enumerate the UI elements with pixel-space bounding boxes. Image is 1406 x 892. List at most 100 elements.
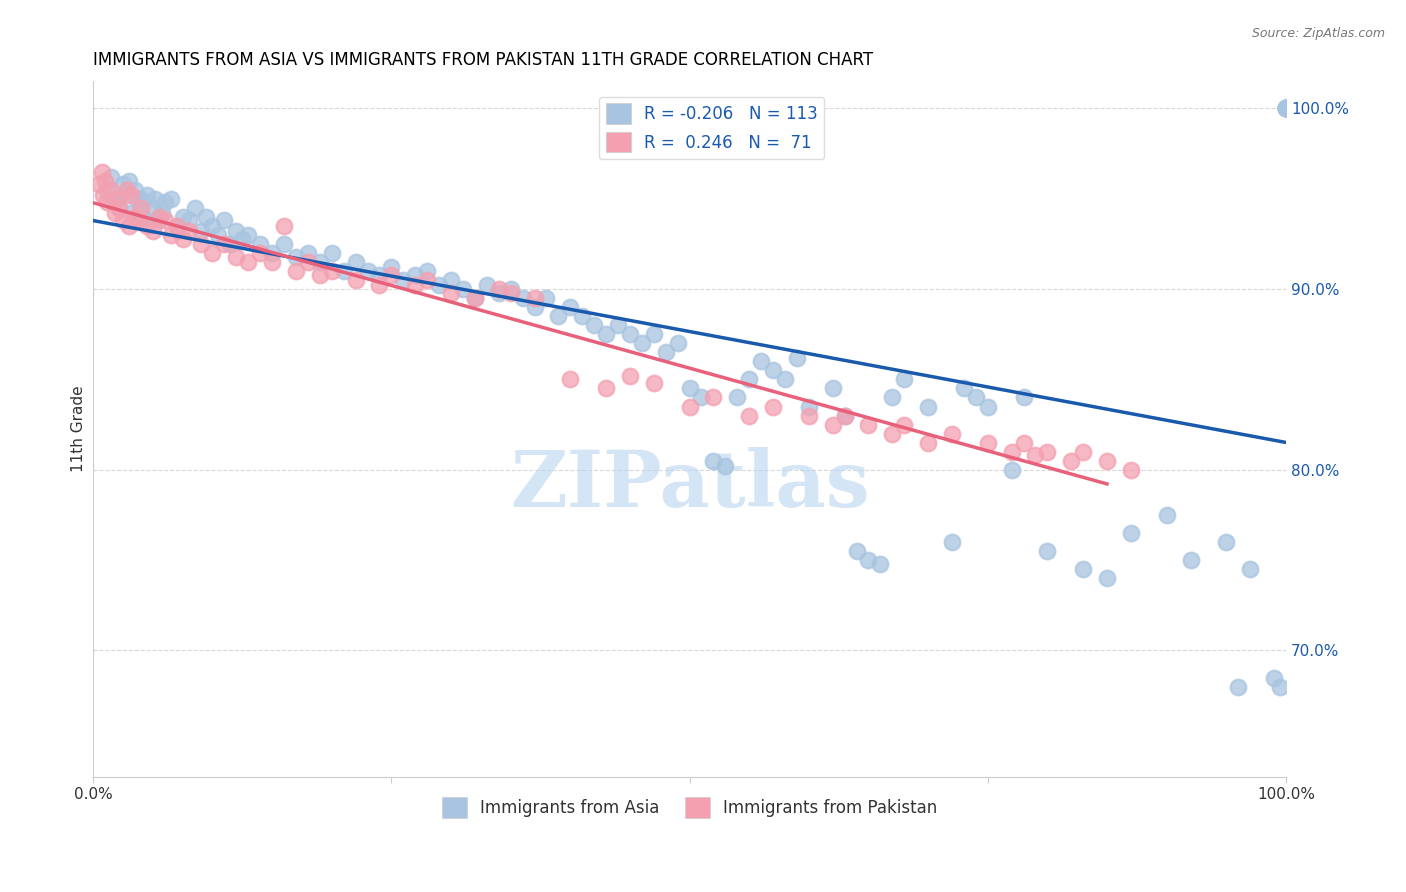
Point xyxy=(108,201,131,215)
Point xyxy=(595,381,617,395)
Point xyxy=(153,195,176,210)
Point xyxy=(1275,102,1298,116)
Point xyxy=(1227,680,1250,694)
Point xyxy=(148,210,170,224)
Point xyxy=(1036,544,1059,558)
Point xyxy=(440,273,463,287)
Point xyxy=(207,227,229,242)
Point xyxy=(380,260,402,275)
Point xyxy=(128,195,150,210)
Point xyxy=(201,246,224,260)
Point xyxy=(344,255,367,269)
Point xyxy=(225,224,247,238)
Point xyxy=(1024,448,1046,462)
Point xyxy=(523,291,546,305)
Point xyxy=(105,192,128,206)
Point xyxy=(451,282,474,296)
Point xyxy=(690,391,713,405)
Point xyxy=(148,213,170,227)
Point xyxy=(882,391,904,405)
Point xyxy=(100,170,122,185)
Point xyxy=(499,282,522,296)
Point xyxy=(135,219,157,233)
Point xyxy=(132,210,155,224)
Point xyxy=(749,354,772,368)
Point xyxy=(427,278,450,293)
Point xyxy=(821,417,844,432)
Point xyxy=(249,246,271,260)
Point xyxy=(821,381,844,395)
Point xyxy=(786,351,808,365)
Point xyxy=(1215,535,1237,549)
Point xyxy=(118,219,141,233)
Point xyxy=(1156,508,1178,522)
Point xyxy=(725,391,748,405)
Point xyxy=(512,291,534,305)
Point xyxy=(464,291,486,305)
Point xyxy=(183,201,205,215)
Point xyxy=(96,195,118,210)
Point xyxy=(90,164,112,178)
Point xyxy=(595,327,617,342)
Point xyxy=(308,268,330,282)
Point xyxy=(464,291,486,305)
Point xyxy=(917,400,939,414)
Point xyxy=(321,246,343,260)
Point xyxy=(1119,463,1142,477)
Point xyxy=(702,391,724,405)
Point xyxy=(1239,562,1261,576)
Point xyxy=(845,544,868,558)
Point xyxy=(977,435,1000,450)
Point xyxy=(1095,571,1118,585)
Point xyxy=(1095,454,1118,468)
Point xyxy=(159,192,181,206)
Point xyxy=(475,278,498,293)
Point xyxy=(201,219,224,233)
Point xyxy=(94,174,117,188)
Point xyxy=(111,178,134,192)
Point xyxy=(977,400,1000,414)
Point xyxy=(273,219,295,233)
Point xyxy=(128,213,150,227)
Point xyxy=(249,236,271,251)
Point xyxy=(368,268,391,282)
Point xyxy=(893,417,915,432)
Point xyxy=(124,210,146,224)
Point xyxy=(631,336,654,351)
Point xyxy=(368,278,391,293)
Point xyxy=(762,363,785,377)
Point xyxy=(129,192,152,206)
Point xyxy=(1275,102,1298,116)
Point xyxy=(869,557,891,571)
Point xyxy=(135,188,157,202)
Point xyxy=(714,459,737,474)
Point xyxy=(238,255,260,269)
Point xyxy=(1012,391,1035,405)
Point xyxy=(231,231,253,245)
Point xyxy=(219,236,242,251)
Point xyxy=(195,210,218,224)
Point xyxy=(177,224,200,238)
Point xyxy=(834,409,856,423)
Point xyxy=(115,188,138,202)
Point xyxy=(332,264,354,278)
Point xyxy=(1036,444,1059,458)
Point xyxy=(225,250,247,264)
Point xyxy=(124,183,146,197)
Point xyxy=(416,264,439,278)
Point xyxy=(262,246,284,260)
Point xyxy=(96,183,118,197)
Point xyxy=(273,236,295,251)
Point xyxy=(89,178,111,192)
Point xyxy=(262,255,284,269)
Point xyxy=(643,327,665,342)
Point xyxy=(654,345,676,359)
Point xyxy=(571,309,593,323)
Point xyxy=(834,409,856,423)
Point xyxy=(308,255,330,269)
Text: IMMIGRANTS FROM ASIA VS IMMIGRANTS FROM PAKISTAN 11TH GRADE CORRELATION CHART: IMMIGRANTS FROM ASIA VS IMMIGRANTS FROM … xyxy=(93,51,873,69)
Point xyxy=(893,372,915,386)
Point xyxy=(858,417,880,432)
Point xyxy=(953,381,976,395)
Point xyxy=(214,236,236,251)
